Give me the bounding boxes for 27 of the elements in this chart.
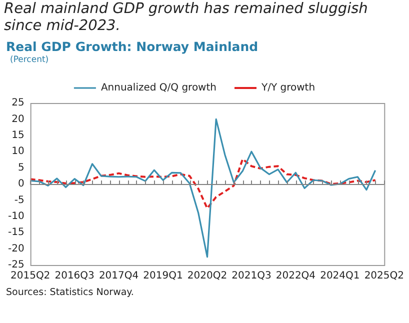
x-tick-label: 2015Q2: [10, 270, 50, 282]
y-tick-label: 0: [18, 178, 24, 190]
y-tick-label: 25: [12, 98, 24, 109]
chart-title: Real mainland GDP growth has remained sluggish since mid-2023.: [4, 1, 369, 35]
x-tick-label: 2017Q4: [98, 270, 139, 282]
line-series: [29, 158, 376, 210]
chart-subtitle: Real GDP Growth: Norway Mainland: [6, 39, 260, 54]
x-tick-label: 2019Q1: [143, 270, 183, 282]
y-tick-label: -5: [14, 194, 24, 206]
x-tick-label: 2016Q3: [54, 270, 94, 282]
y-tick-label: -10: [8, 210, 24, 222]
y-axis-title: (Percent): [10, 55, 50, 65]
y-tick-label: -25: [8, 260, 24, 271]
y-tick-label: 10: [12, 146, 24, 158]
y-tick-label: -20: [8, 243, 24, 254]
legend-label: Y/Y growth: [260, 82, 316, 94]
y-tick-label: 20: [12, 114, 24, 125]
legend-label: Annualized Q/Q growth: [100, 82, 217, 94]
source-note: Sources: Statistics Norway.: [6, 287, 135, 298]
y-tick-label: 5: [18, 162, 24, 174]
x-tick-label: 2025Q2: [364, 270, 404, 282]
x-tick-label: 2020Q2: [187, 270, 228, 282]
y-tick-label: 15: [12, 130, 24, 141]
x-tick-label: 2021Q3: [232, 270, 272, 282]
x-tick-label: 2024Q1: [320, 270, 360, 282]
x-tick-label: 2022Q4: [276, 270, 316, 282]
y-tick-label: -15: [8, 227, 24, 238]
